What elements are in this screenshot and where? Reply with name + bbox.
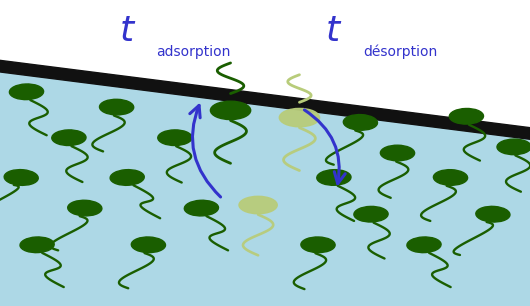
Ellipse shape (52, 130, 86, 146)
Ellipse shape (343, 114, 377, 130)
Text: $t$: $t$ (119, 13, 136, 48)
Ellipse shape (407, 237, 441, 253)
Ellipse shape (4, 170, 38, 185)
FancyArrowPatch shape (304, 110, 345, 184)
Ellipse shape (449, 108, 483, 124)
Ellipse shape (68, 200, 102, 216)
Polygon shape (0, 0, 530, 135)
Ellipse shape (354, 206, 388, 222)
Ellipse shape (434, 170, 467, 185)
Ellipse shape (184, 200, 218, 216)
Ellipse shape (279, 108, 320, 127)
Ellipse shape (497, 139, 530, 155)
Ellipse shape (158, 130, 192, 146)
Ellipse shape (10, 84, 43, 100)
Ellipse shape (301, 237, 335, 253)
FancyArrowPatch shape (190, 105, 220, 197)
Ellipse shape (239, 196, 277, 214)
Ellipse shape (20, 237, 54, 253)
Text: $t$: $t$ (325, 13, 342, 48)
Ellipse shape (131, 237, 165, 253)
Ellipse shape (100, 99, 134, 115)
Text: désorption: désorption (363, 45, 437, 59)
Ellipse shape (110, 170, 144, 185)
Text: adsorption: adsorption (156, 45, 231, 59)
Ellipse shape (317, 170, 351, 185)
Ellipse shape (476, 206, 510, 222)
Ellipse shape (381, 145, 414, 161)
Polygon shape (0, 67, 530, 306)
Ellipse shape (210, 101, 251, 120)
